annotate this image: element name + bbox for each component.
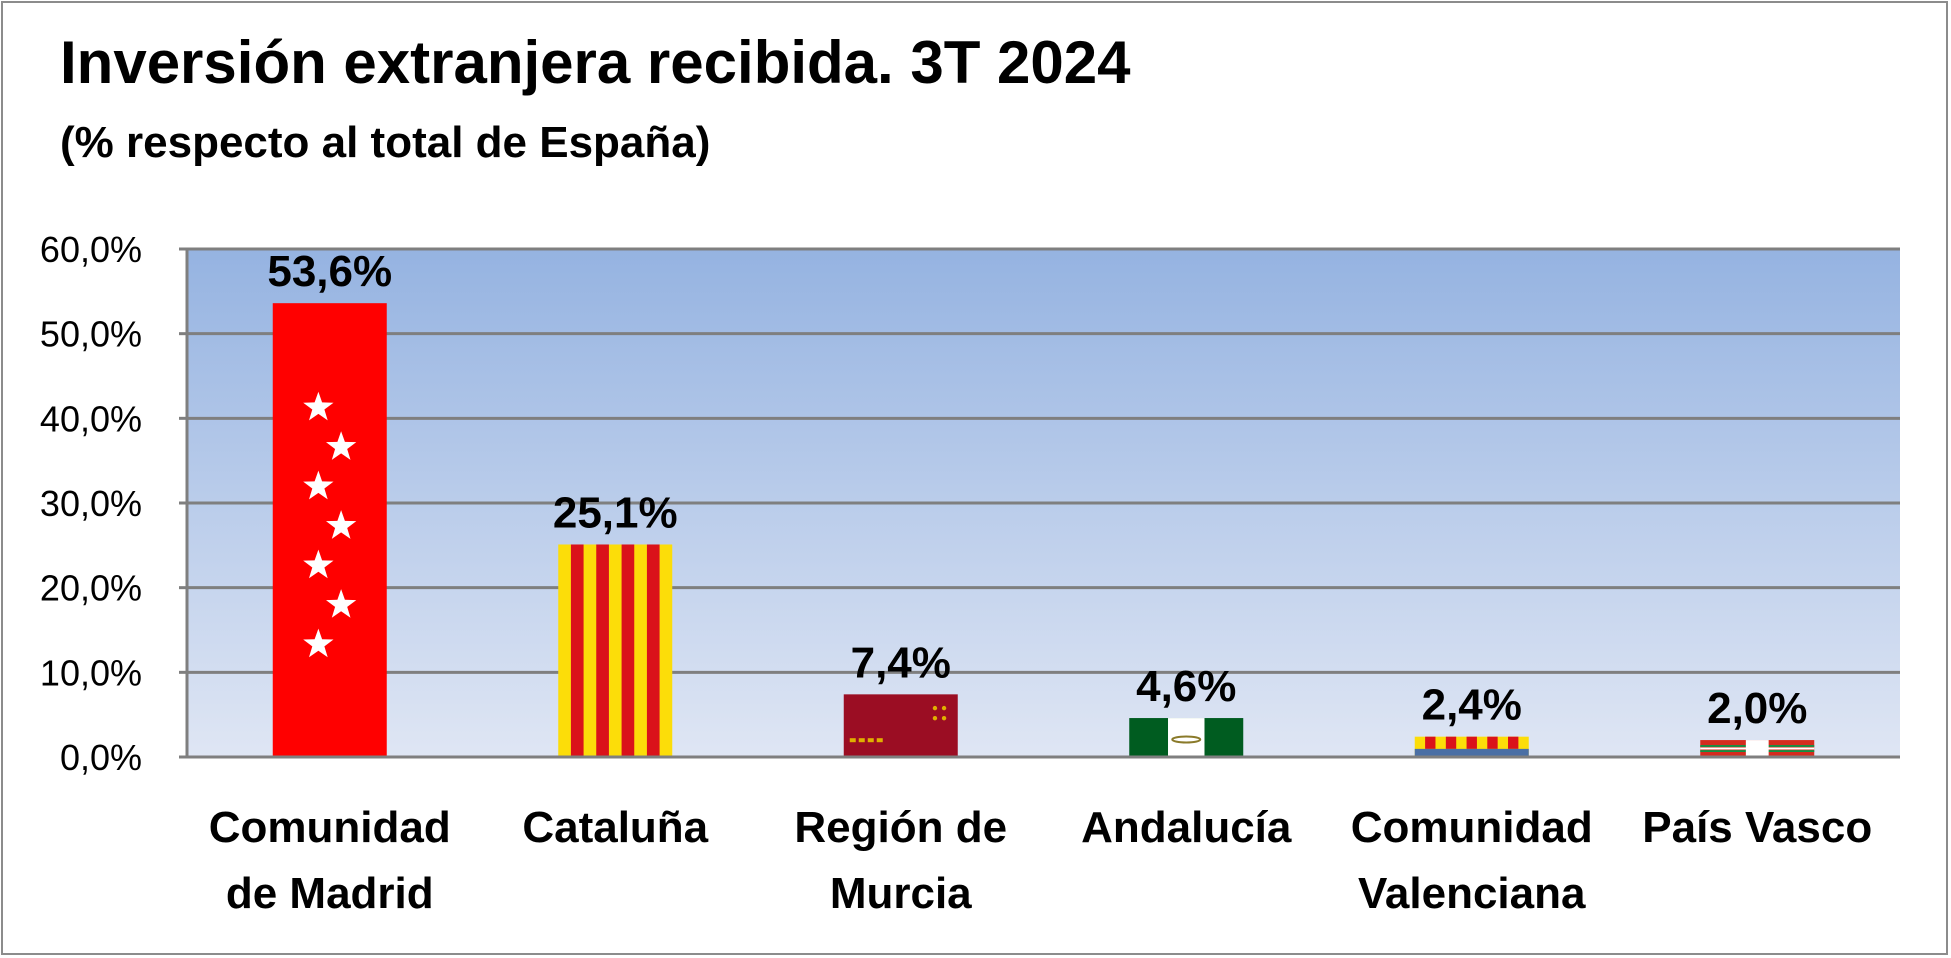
y-axis: 0,0% 10,0% 20,0% 30,0% 40,0% 50,0% 60,0% (40, 229, 142, 778)
data-label: 2,4% (1422, 681, 1522, 730)
data-label: 25,1% (553, 488, 678, 537)
star-icon (303, 549, 334, 579)
flag-stripe (1414, 748, 1529, 757)
x-tick-label: Región de (794, 803, 1007, 852)
castle-icon (849, 738, 856, 743)
x-tick-label: Murcia (830, 869, 972, 918)
bar-euskadi (1700, 740, 1815, 757)
bar-valenciana (1414, 736, 1529, 757)
bar-madrid (272, 303, 387, 757)
bar-murcia (843, 694, 958, 757)
x-tick-label: Andalucía (1081, 803, 1292, 852)
data-labels: 53,6% 25,1% 7,4% 4,6% 2,4% 2,0% (267, 247, 1807, 733)
crown-icon (932, 705, 938, 711)
y-tick-label: 20,0% (40, 568, 142, 609)
castle-icon (867, 738, 874, 743)
bar (843, 694, 958, 757)
y-tick-label: 10,0% (40, 652, 142, 693)
castle-icon (876, 738, 883, 743)
flag-stripe (1487, 736, 1498, 749)
star-icon (326, 510, 357, 539)
crown-icon (941, 715, 947, 721)
bar-andalucia (1129, 718, 1244, 757)
x-tick-label: País Vasco (1642, 803, 1872, 852)
x-tick-label: Cataluña (522, 803, 708, 852)
x-axis: Comunidad de Madrid Cataluña Región de Murci… (187, 755, 1900, 918)
y-tick-label: 40,0% (40, 398, 142, 439)
castle-icon (858, 738, 865, 743)
x-tick-label: de Madrid (226, 869, 434, 918)
chart-title: Inversión extranjera recibida. 3T 2024 (60, 29, 1131, 96)
star-icon (326, 589, 357, 618)
x-tick-label: Comunidad (209, 803, 451, 852)
star-icon (303, 470, 334, 500)
flag-stripe (621, 544, 635, 757)
y-tick-label: 60,0% (40, 229, 142, 270)
bar-catalunya (558, 544, 673, 757)
star-icon (303, 628, 334, 658)
star-icon (326, 431, 357, 460)
x-tick-label: Valenciana (1358, 869, 1586, 918)
bar (272, 303, 387, 757)
flag-stripe (1425, 736, 1436, 749)
flag-stripe (646, 544, 660, 757)
data-label: 7,4% (851, 638, 951, 687)
flag-stripe (1508, 736, 1519, 749)
coat-of-arms-icon (1171, 735, 1202, 744)
bars (272, 303, 1815, 757)
data-label: 53,6% (267, 247, 392, 296)
y-tick-label: 50,0% (40, 314, 142, 355)
chart-subtitle: (% respecto al total de España) (60, 118, 711, 167)
y-tick-label: 0,0% (60, 737, 142, 778)
star-icon (303, 391, 334, 421)
flag-stripe (1445, 736, 1457, 749)
crown-icon (941, 705, 947, 711)
flag-stripe (1466, 736, 1477, 749)
crown-icon (932, 715, 938, 721)
y-tick-label: 30,0% (40, 483, 142, 524)
flag-stripe (596, 544, 609, 757)
data-label: 2,0% (1707, 684, 1807, 733)
x-tick-label: Comunidad (1351, 803, 1593, 852)
data-label: 4,6% (1136, 662, 1236, 711)
flag-stripe (570, 544, 584, 757)
